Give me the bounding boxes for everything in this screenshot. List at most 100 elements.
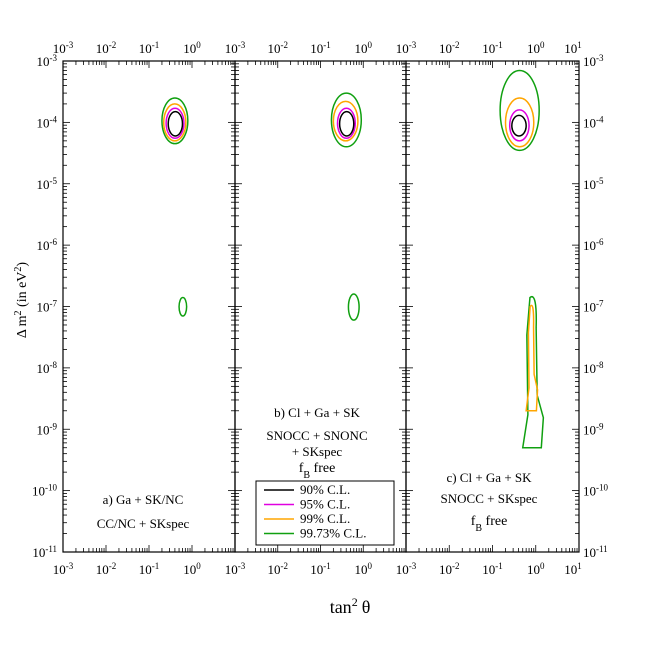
x-tick-label-top: 100 bbox=[183, 40, 201, 56]
y-axis-title-unit-sup: 2 bbox=[13, 267, 24, 272]
x-tick-label-top-last-exp: 1 bbox=[577, 40, 582, 50]
panel-a-contour-1 bbox=[162, 103, 187, 142]
y-tick-label-right-base: 10 bbox=[583, 422, 596, 437]
x-tick-label-top-base: 10 bbox=[96, 41, 109, 56]
y-tick-label-right-exp: -9 bbox=[596, 421, 604, 431]
panel-c-fb-sub: B bbox=[475, 523, 482, 534]
x-tick-label-bottom-base: 10 bbox=[53, 562, 66, 577]
x-tick-label-top-exp: 0 bbox=[196, 40, 201, 50]
y-tick-label-right: 10-9 bbox=[583, 421, 604, 437]
tick-labels: 10-310-310-210-210-110-110010010-310-310… bbox=[32, 40, 608, 577]
y-tick-label-left-exp: -7 bbox=[50, 299, 58, 309]
x-tick-label-bottom: 10-1 bbox=[139, 561, 160, 577]
y-tick-label-right: 10-5 bbox=[583, 176, 604, 192]
x-tick-label-bottom-exp: -1 bbox=[152, 561, 160, 571]
y-axis-title-text: Δ m bbox=[15, 315, 30, 338]
panel-b-fb-rest: free bbox=[310, 461, 335, 476]
y-tick-label-right-base: 10 bbox=[583, 484, 596, 499]
x-tick-label-top: 100 bbox=[355, 40, 373, 56]
panel-a-line-2: CC/NC + SKspec bbox=[97, 516, 190, 531]
panel-b-contour-3 bbox=[338, 110, 355, 137]
x-tick-label-top-base: 10 bbox=[183, 41, 196, 56]
y-tick-label-left: 10-7 bbox=[37, 299, 58, 315]
panel-c-annotation: c) Cl + Ga + SK SNOCC + SKspec fB free bbox=[441, 470, 538, 534]
y-axis-title-close: ) bbox=[15, 262, 30, 267]
y-tick-label-right-base: 10 bbox=[583, 115, 596, 130]
y-tick-label-right-exp: -11 bbox=[596, 544, 608, 554]
panel-c-contour-4 bbox=[521, 295, 545, 449]
y-tick-label-right: 10-10 bbox=[583, 483, 608, 499]
y-tick-label-left: 10-4 bbox=[37, 114, 58, 130]
x-axis-title: tan2 θ bbox=[330, 595, 371, 617]
y-tick-label-right-base: 10 bbox=[583, 300, 596, 315]
panel-c-fb-f: f bbox=[471, 514, 476, 529]
x-tick-label-top-base: 10 bbox=[53, 41, 66, 56]
y-tick-label-right-exp: -10 bbox=[596, 483, 608, 493]
y-tick-label-left-exp: -6 bbox=[50, 237, 58, 247]
y-tick-label-left-exp: -11 bbox=[45, 544, 57, 554]
y-tick-label-right-exp: -4 bbox=[596, 114, 604, 124]
x-tick-label-bottom-base: 10 bbox=[268, 562, 281, 577]
panel-a-line-1: a) Ga + SK/NC bbox=[103, 492, 184, 507]
panel-c-contour-5 bbox=[525, 304, 539, 412]
panel-a-contour-4 bbox=[178, 296, 188, 317]
x-tick-label-bottom-exp: -1 bbox=[495, 561, 503, 571]
x-tick-label-bottom-exp: -3 bbox=[238, 561, 246, 571]
panel-c-fb-rest: free bbox=[482, 514, 507, 529]
legend-label: 99% C.L. bbox=[300, 511, 350, 526]
panel-b-line-2: SNOCC + SNONC bbox=[266, 428, 367, 443]
x-tick-label-bottom: 100 bbox=[183, 561, 201, 577]
x-tick-label-bottom-base: 10 bbox=[225, 562, 238, 577]
panel-c-line-2: SNOCC + SKspec bbox=[441, 491, 538, 506]
x-tick-label-bottom-exp: -2 bbox=[281, 561, 289, 571]
legend-label: 95% C.L. bbox=[300, 497, 350, 512]
panel-frame-b bbox=[234, 60, 407, 553]
x-tick-label-bottom-base: 10 bbox=[310, 562, 323, 577]
x-tick-label-top: 10-2 bbox=[439, 40, 460, 56]
x-tick-label-top-exp: -1 bbox=[323, 40, 331, 50]
y-axis-title: Δ m2 (in eV2) bbox=[13, 262, 31, 339]
panel-a-contour-2 bbox=[165, 107, 185, 140]
y-tick-label-right: 10-3 bbox=[583, 53, 604, 69]
y-tick-label-right-exp: -7 bbox=[596, 299, 604, 309]
x-tick-label-top-base: 10 bbox=[482, 41, 495, 56]
panel-c-line-1: c) Cl + Ga + SK bbox=[446, 470, 532, 485]
x-tick-label-bottom: 10-1 bbox=[310, 561, 331, 577]
y-tick-label-left-base: 10 bbox=[37, 422, 50, 437]
x-tick-label-bottom-base: 10 bbox=[527, 562, 540, 577]
x-tick-label-top-exp: 0 bbox=[368, 40, 373, 50]
y-tick-label-right-exp: -6 bbox=[596, 237, 604, 247]
y-tick-label-right: 10-6 bbox=[583, 237, 604, 253]
y-tick-label-right: 10-7 bbox=[583, 299, 604, 315]
y-tick-label-left-base: 10 bbox=[37, 300, 50, 315]
y-axis-title-sup: 2 bbox=[13, 310, 24, 315]
x-tick-label-top-exp: -3 bbox=[66, 40, 74, 50]
y-tick-label-left: 10-5 bbox=[37, 176, 58, 192]
x-tick-label-top: 10-3 bbox=[225, 40, 246, 56]
x-tick-label-top-exp: -2 bbox=[281, 40, 289, 50]
y-tick-label-right: 10-4 bbox=[583, 114, 604, 130]
y-tick-label-left-base: 10 bbox=[37, 361, 50, 376]
axis-ticks bbox=[62, 61, 579, 553]
panel-b-contour-0 bbox=[330, 92, 363, 148]
legend: 90% C.L.95% C.L.99% C.L.99.73% C.L. bbox=[255, 480, 395, 546]
x-tick-label-bottom-last-exp: 1 bbox=[577, 561, 582, 571]
y-tick-label-left: 10-9 bbox=[37, 421, 58, 437]
y-tick-label-left-exp: -8 bbox=[50, 360, 58, 370]
y-tick-label-left: 10-10 bbox=[32, 483, 57, 499]
panel-c-contour-1 bbox=[504, 97, 535, 148]
y-tick-label-left-base: 10 bbox=[37, 115, 50, 130]
x-tick-label-bottom: 10-3 bbox=[396, 561, 417, 577]
x-tick-label-bottom-exp: -1 bbox=[323, 561, 331, 571]
y-tick-label-left-base: 10 bbox=[37, 238, 50, 253]
panel-b-line-3: + SKspec bbox=[292, 444, 343, 459]
x-tick-label-bottom: 10-3 bbox=[225, 561, 246, 577]
y-axis-title-unit: (in eV bbox=[15, 272, 30, 311]
x-tick-label-bottom-last: 101 bbox=[564, 561, 582, 577]
panel-a-contour-0 bbox=[161, 97, 189, 145]
y-tick-label-right-base: 10 bbox=[583, 545, 596, 560]
panel-c-fb-line: fB free bbox=[471, 514, 508, 534]
legend-box bbox=[255, 480, 395, 546]
panel-b-fb-line: fB free bbox=[299, 461, 336, 481]
